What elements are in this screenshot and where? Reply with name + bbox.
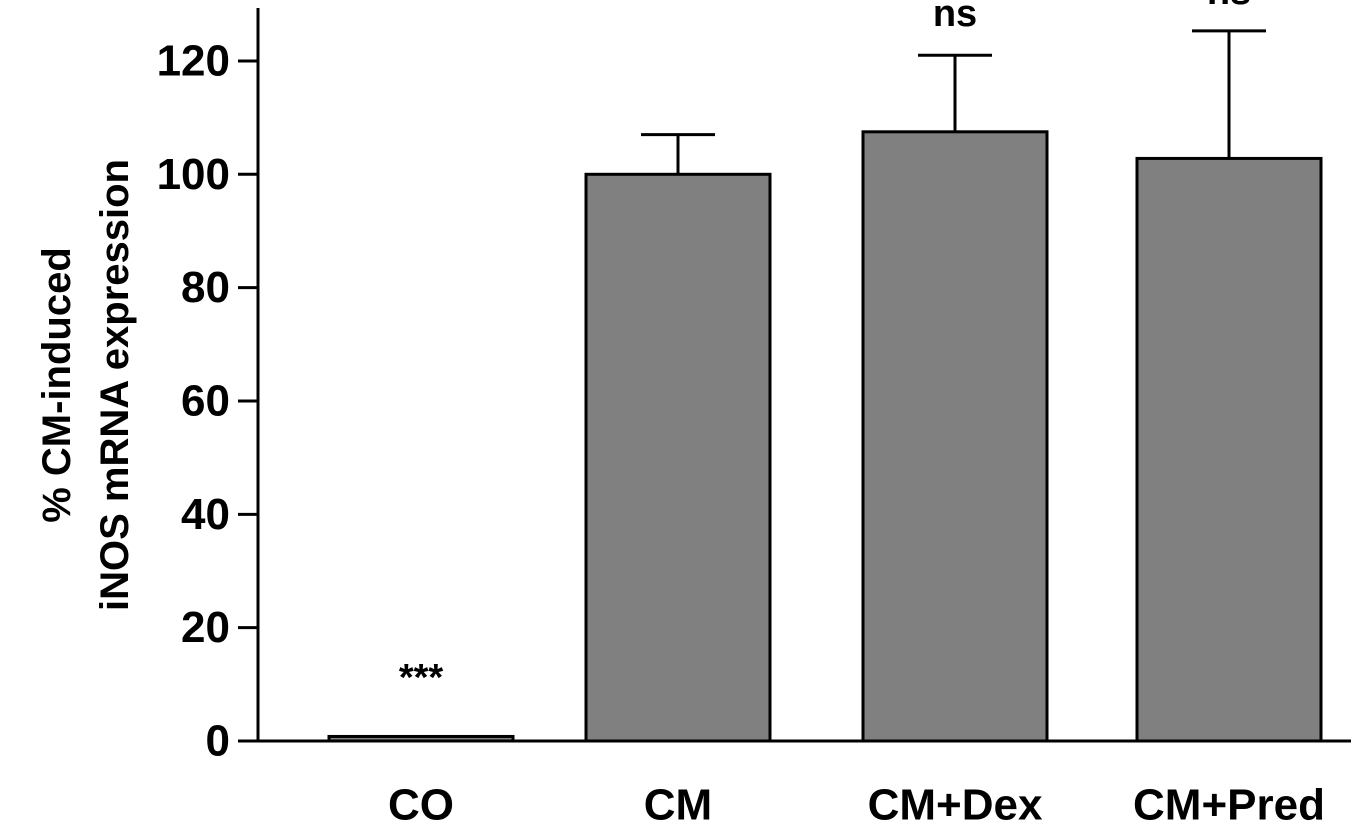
significance-annotations: *** ns ns — [399, 0, 1251, 699]
significance-label: *** — [399, 657, 444, 699]
x-category-label: CM — [644, 781, 712, 826]
significance-label: ns — [1207, 0, 1251, 13]
y-axis-ticks: 0 20 40 60 80 100 120 — [157, 36, 258, 766]
y-axis-label-line: % CM-induced — [35, 247, 79, 523]
y-axis-label-line: iNOS mRNA expression — [93, 159, 137, 611]
bar — [1135, 156, 1323, 743]
y-tick-label: 60 — [181, 376, 230, 425]
y-tick-label: 20 — [181, 603, 230, 652]
x-axis-categories: CO CM CM+Dex CM+Pred — [388, 781, 1325, 826]
x-category-label: CO — [388, 781, 454, 826]
y-tick-label: 40 — [181, 490, 230, 539]
y-tick-label: 80 — [181, 263, 230, 312]
bar — [861, 130, 1049, 743]
y-tick-label: 100 — [157, 150, 230, 199]
x-category-label: CM+Dex — [868, 781, 1043, 826]
y-tick-label: 120 — [157, 36, 230, 85]
significance-label: ns — [933, 0, 977, 35]
x-category-label: CM+Pred — [1133, 781, 1325, 826]
bar — [327, 734, 515, 743]
y-tick-label: 0 — [206, 717, 230, 766]
y-axis-label: % CM-induced iNOS mRNA expression — [35, 159, 137, 611]
bars — [327, 29, 1323, 743]
bar — [584, 172, 772, 743]
